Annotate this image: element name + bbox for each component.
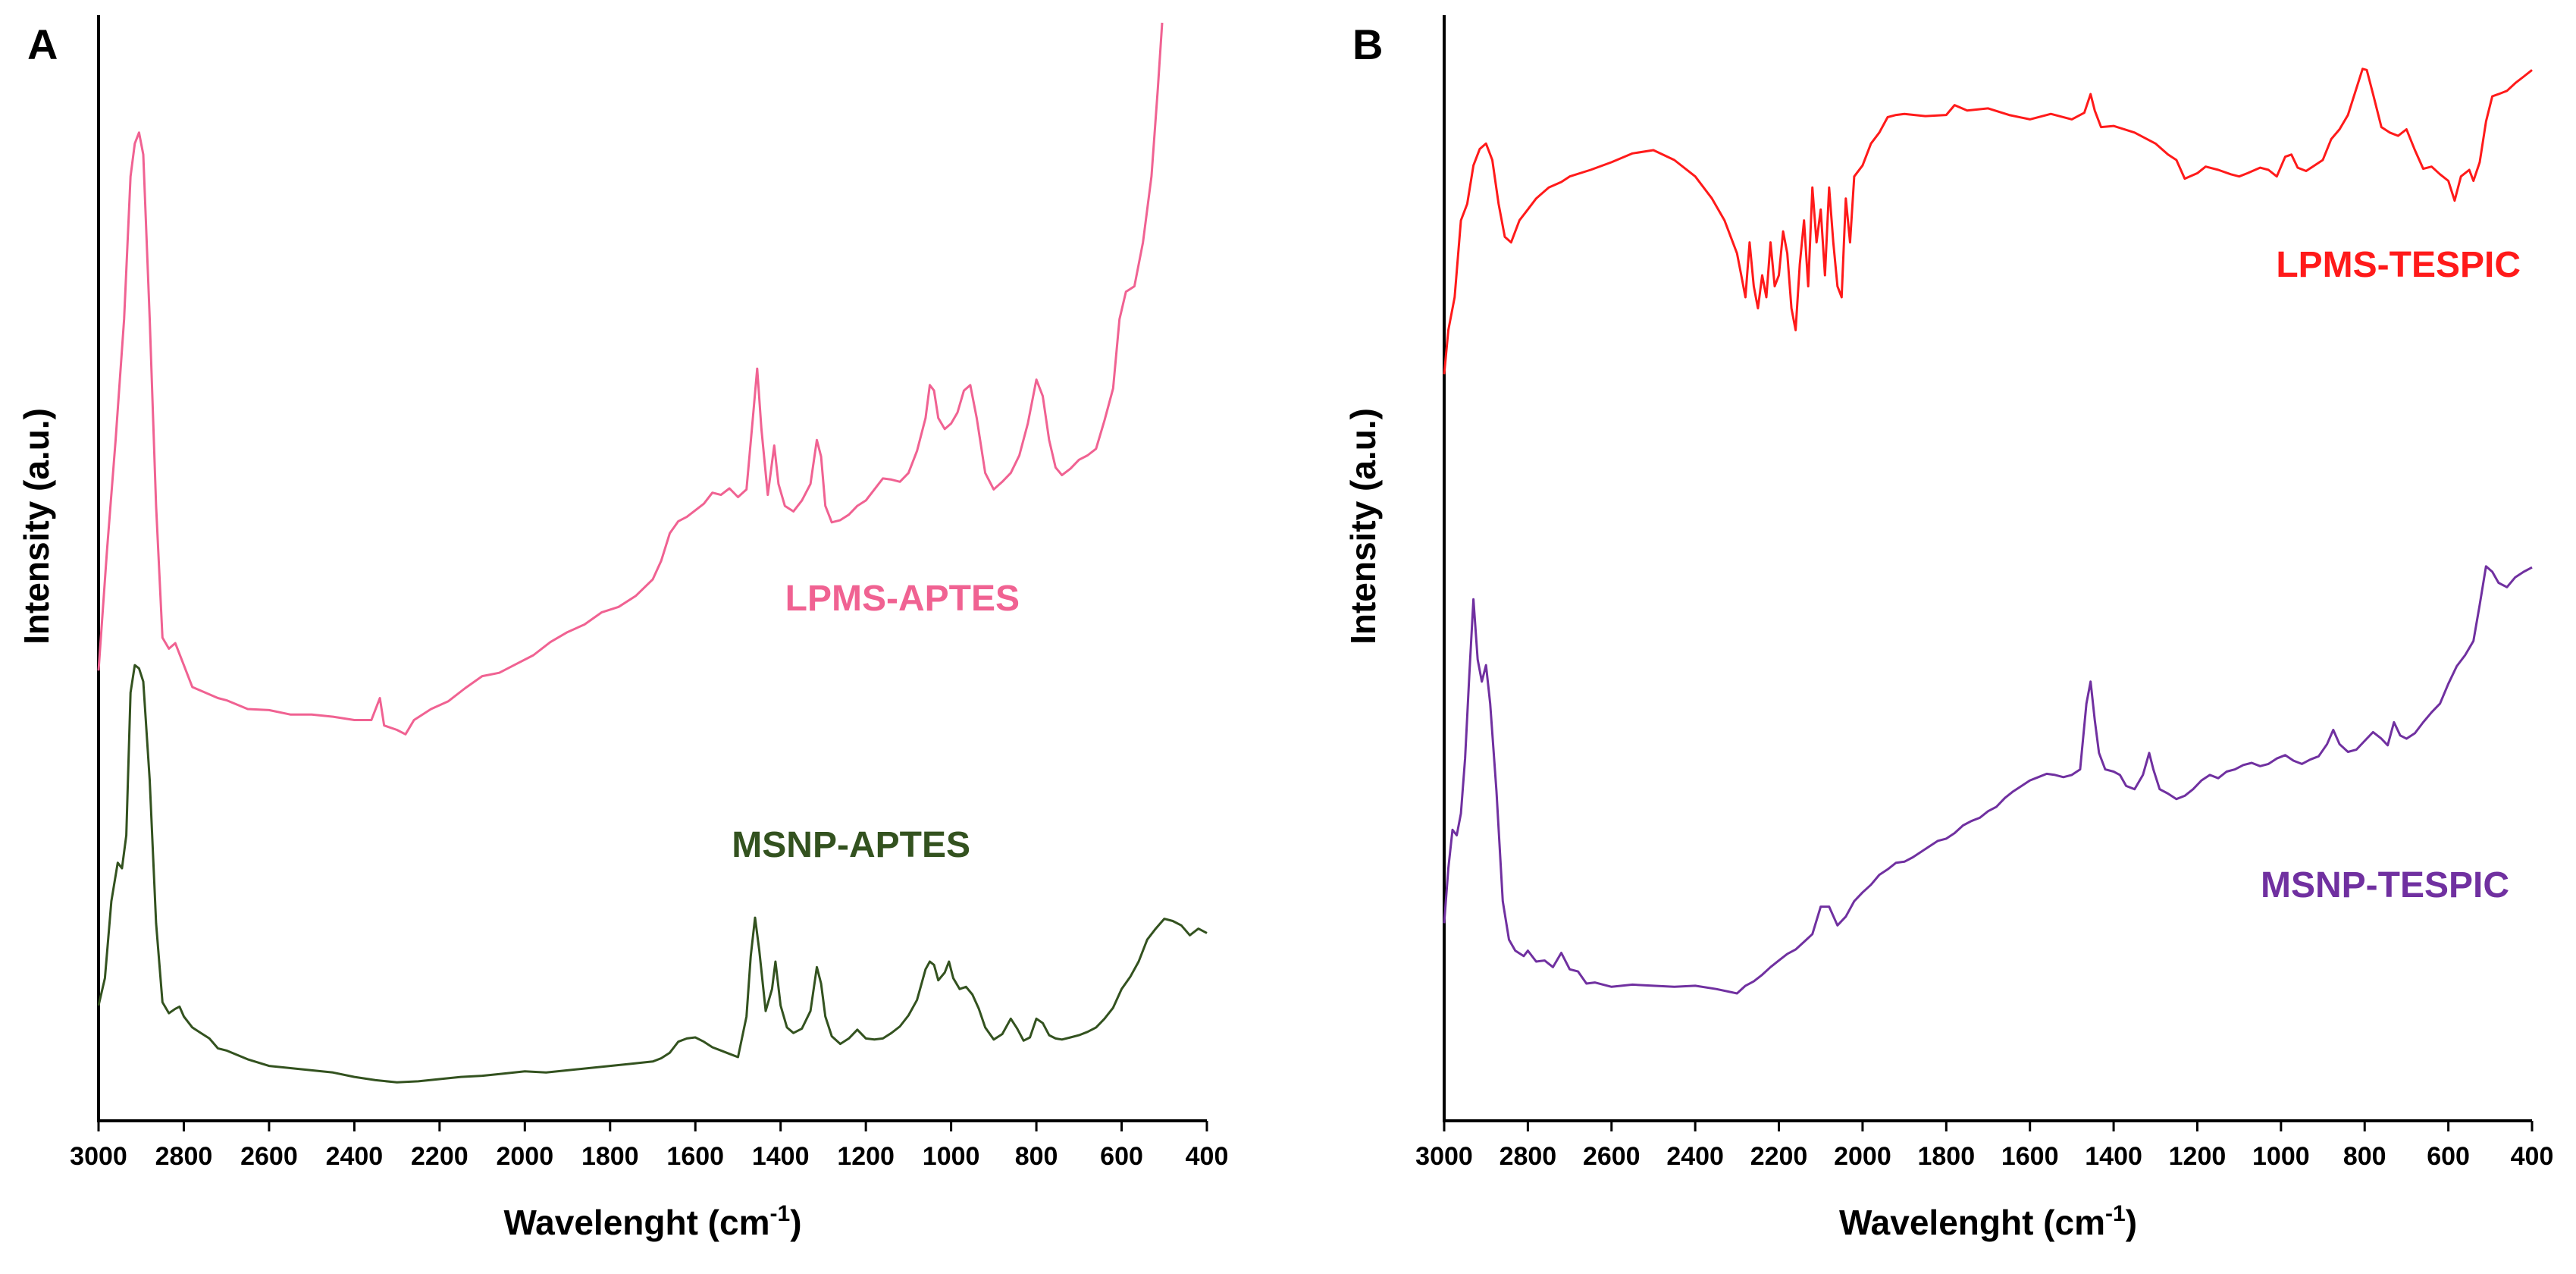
x-tick-label: 600 [1100,1142,1143,1171]
y-axis-title: Intensity (a.u.) [17,408,56,645]
x-tick-label: 2800 [1500,1142,1557,1171]
x-tick-label: 400 [1186,1142,1229,1171]
series-line-lpms-tespic [1443,67,2533,375]
x-tick-label: 800 [1015,1142,1058,1171]
x-tick-label: 1400 [752,1142,810,1171]
x-tick-label: 2400 [1666,1142,1724,1171]
x-tick-label: 1800 [1917,1142,1975,1171]
x-tick-label: 600 [2427,1142,2470,1171]
x-tick-label: 2200 [411,1142,469,1171]
series-label-msnp-tespic: MSNP-TESPIC [2261,865,2509,905]
series-label-lpms-aptes: LPMS-APTES [785,579,1020,619]
x-tick-label: 2400 [326,1142,384,1171]
x-tick-label: 1600 [2001,1142,2059,1171]
series-label-msnp-aptes: MSNP-APTES [732,825,970,865]
x-tick-label: 1800 [581,1142,639,1171]
x-tick-label: 2000 [496,1142,553,1171]
series-line-lpms-aptes [97,22,1164,736]
x-tick-label: 1400 [2085,1142,2142,1171]
x-tick-label: 2000 [1834,1142,1891,1171]
x-tick-label: 400 [2511,1142,2554,1171]
series-line-msnp-tespic [1443,565,2533,995]
x-tick-label: 2600 [1583,1142,1641,1171]
x-axis-title: Wavelenght (cm-1) [503,1201,801,1242]
x-tick-label: 800 [2343,1142,2386,1171]
y-axis-title: Intensity (a.u.) [1343,408,1383,645]
x-tick-label: 2600 [240,1142,298,1171]
x-tick-label: 2200 [1750,1142,1808,1171]
x-axis-title: Wavelenght (cm-1) [1839,1201,2137,1242]
x-tick-label: 1200 [2169,1142,2227,1171]
x-tick-label: 3000 [70,1142,127,1171]
series-label-lpms-tespic: LPMS-TESPIC [2276,245,2521,285]
x-tick-label: 3000 [1415,1142,1473,1171]
x-tick-label: 1000 [923,1142,980,1171]
panel-letter-b: B [1352,20,1384,68]
x-tick-label: 1200 [837,1142,895,1171]
chart-panel-b: 3000 2800 2600 2400 2200 2000 1800 1600 1400 1200… [1343,15,2553,1242]
x-tick-label: 1600 [666,1142,724,1171]
series-line-msnp-aptes [97,664,1208,1084]
chart-panel-a: 3000 2800 2600 2400 2200 2000 1800 1600 1400 1200… [17,15,1228,1242]
panel-letter-a: A [27,20,58,68]
x-tick-label: 1000 [2252,1142,2310,1171]
x-tick-label: 2800 [155,1142,213,1171]
